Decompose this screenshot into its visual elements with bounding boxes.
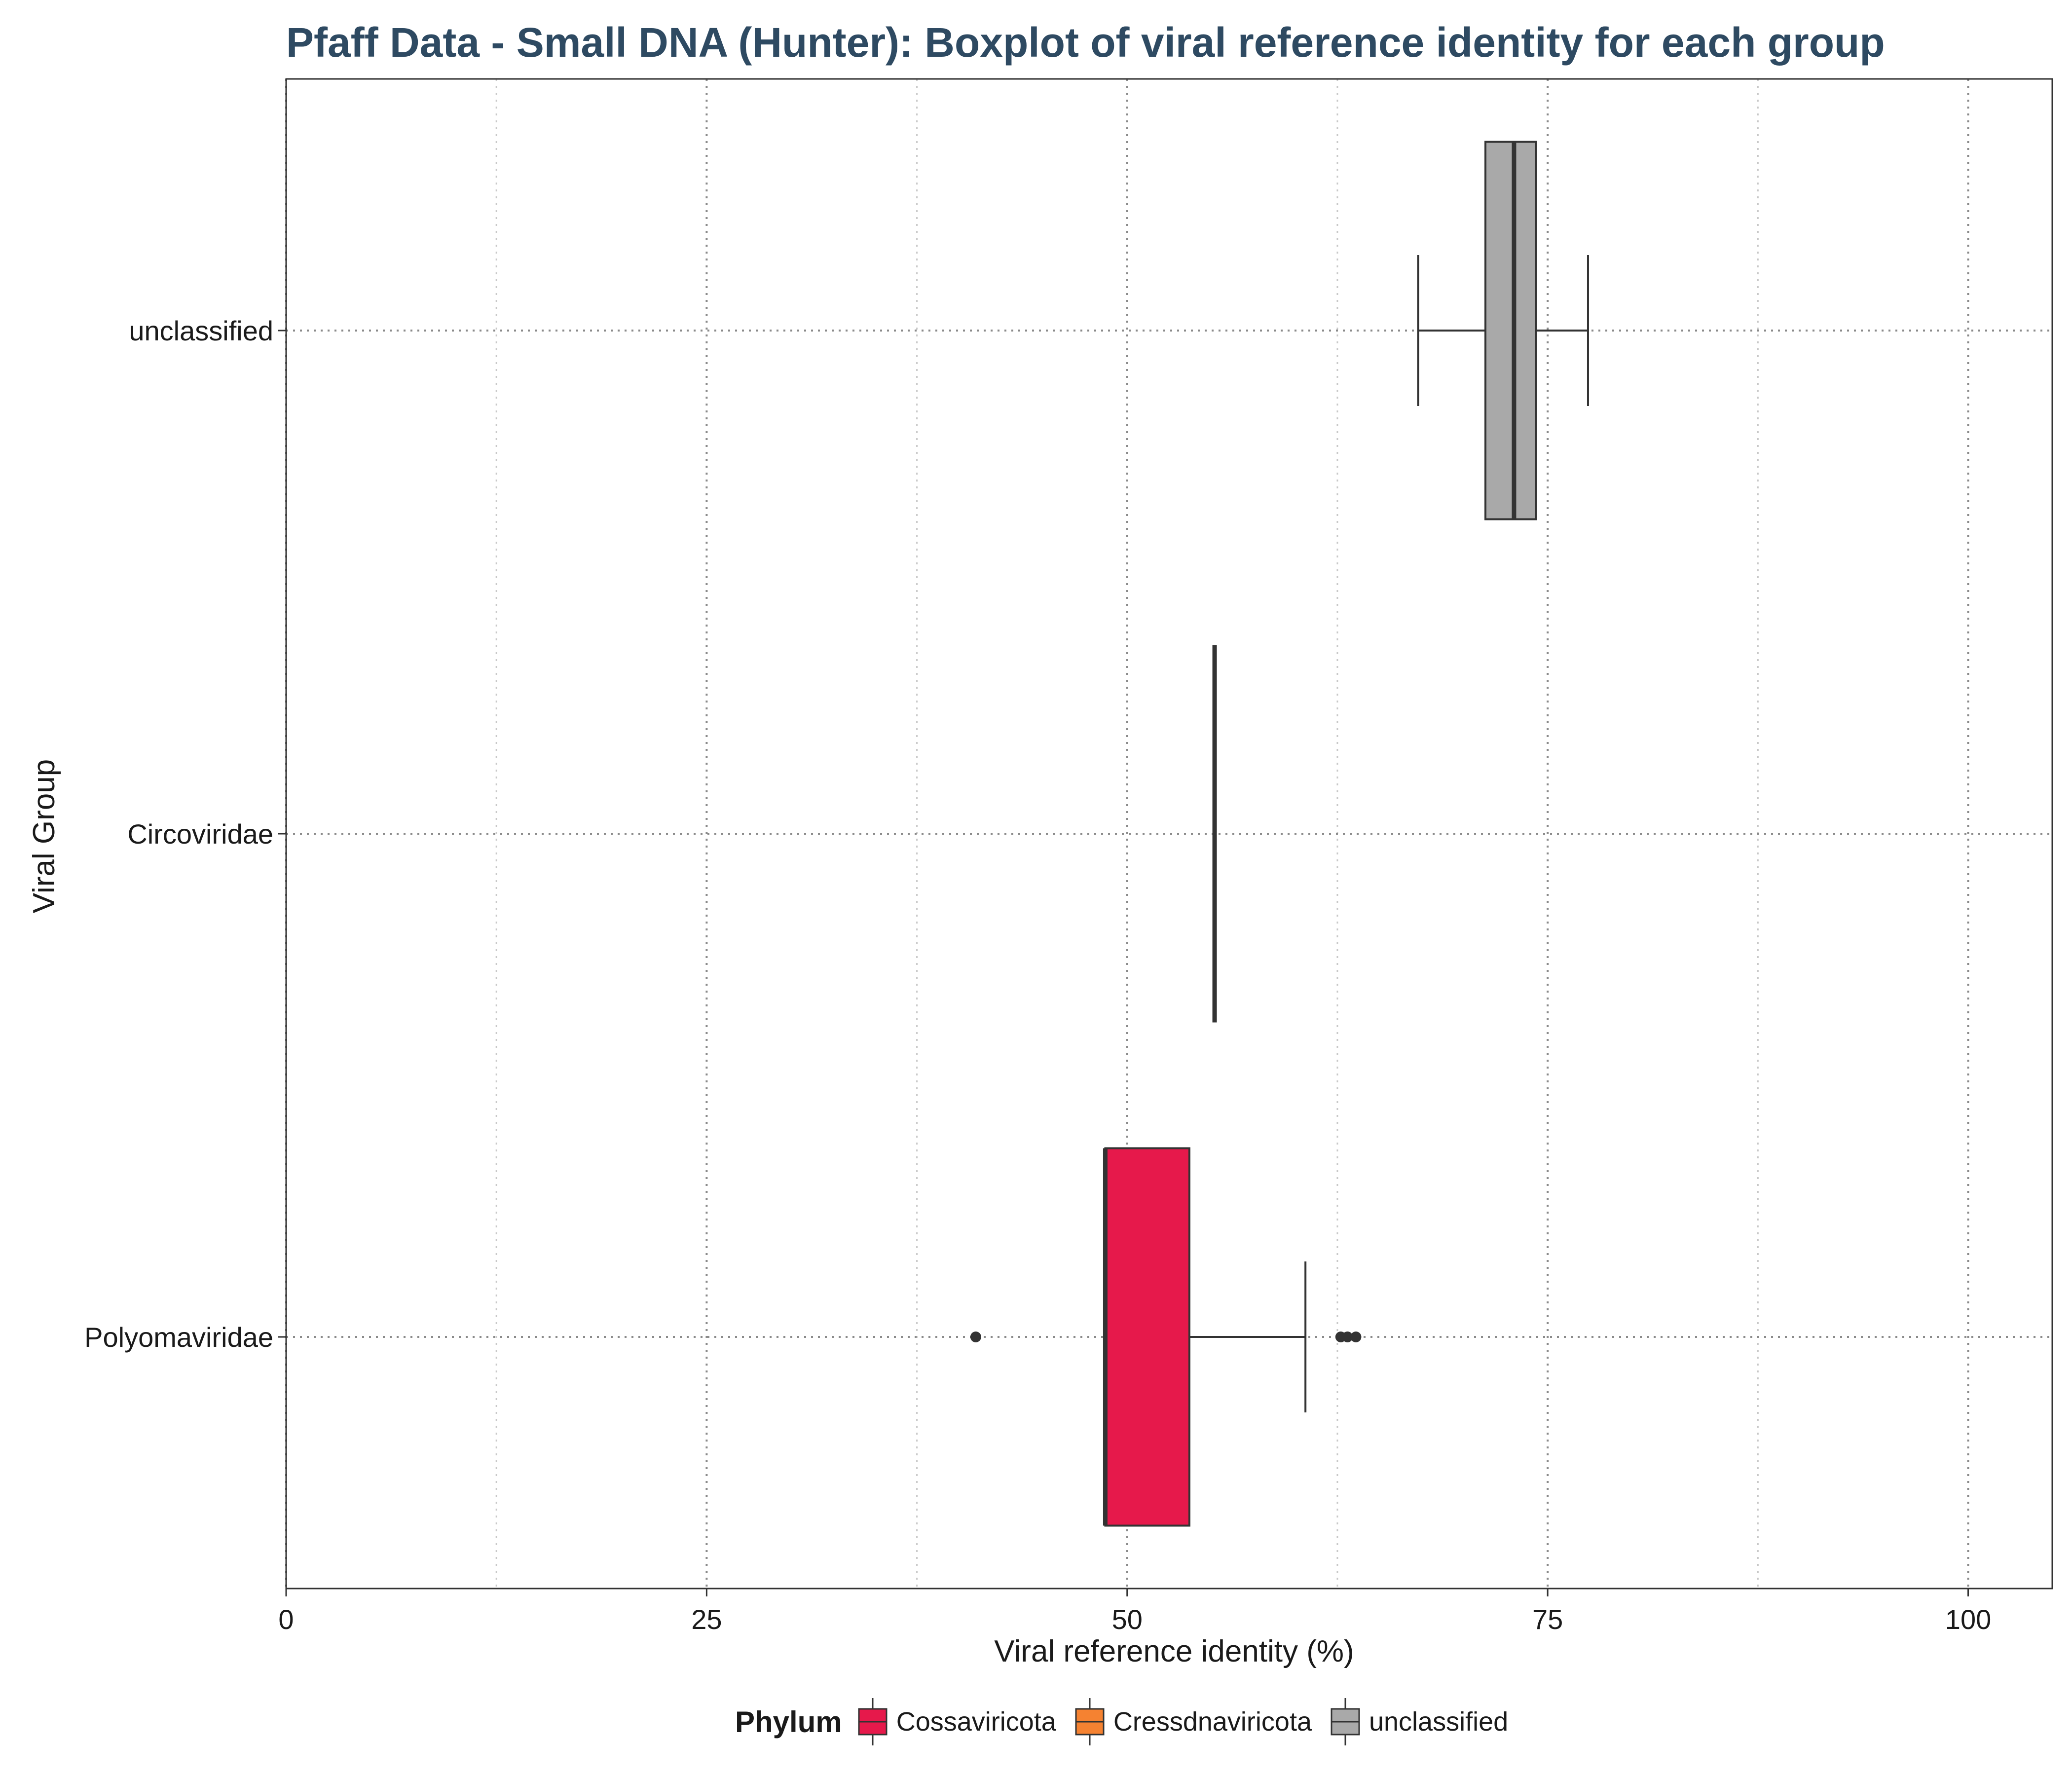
legend-swatch (1331, 1698, 1360, 1745)
legend-key-cossaviricota (857, 1697, 888, 1746)
box-polyomaviridae (970, 1147, 1362, 1527)
axis-layer: 0 25 50 75 100 unclassified Circoviridae Polyom… (84, 78, 2053, 1635)
x-tick-label: 75 (1532, 1604, 1563, 1635)
legend-swatch (1075, 1698, 1105, 1745)
legend-label-unclassified: unclassified (1369, 1707, 1509, 1737)
chart-title: Pfaff Data - Small DNA (Hunter): Boxplot… (286, 19, 1885, 66)
legend-item-cossaviricota: Cossaviricota (857, 1697, 1056, 1746)
outlier-point-polyomaviridae (970, 1332, 981, 1342)
x-axis-title: Viral reference identity (%) (994, 1634, 1354, 1668)
box-body-unclassified (1484, 141, 1537, 520)
x-tick-label: 50 (1112, 1604, 1143, 1635)
legend-title: Phylum (735, 1705, 842, 1739)
y-tick-label: Circoviridae (127, 818, 273, 850)
box-unclassified (1417, 141, 1589, 520)
y-tick-label: unclassified (129, 315, 273, 346)
box-body-polyomaviridae (1104, 1147, 1190, 1527)
legend-label-cossaviricota: Cossaviricota (896, 1707, 1056, 1737)
legend-key-cressdnaviricota (1074, 1697, 1106, 1746)
x-tick-label: 100 (1945, 1604, 1991, 1635)
legend: Phylum Cossaviricota Cressdnaviricota un… (735, 1697, 1526, 1746)
outlier-point-polyomaviridae (1350, 1332, 1362, 1342)
legend-item-cressdnaviricota: Cressdnaviricota (1074, 1697, 1312, 1746)
legend-label-cressdnaviricota: Cressdnaviricota (1113, 1707, 1312, 1737)
y-axis-title: Viral Group (27, 759, 61, 913)
legend-item-unclassified: unclassified (1330, 1697, 1508, 1746)
box-layer (970, 141, 1589, 1527)
x-tick-label: 0 (278, 1604, 294, 1635)
legend-swatch (858, 1698, 888, 1745)
x-tick-label: 25 (691, 1604, 722, 1635)
y-tick-label: Polyomaviridae (84, 1322, 273, 1353)
legend-key-unclassified (1330, 1697, 1361, 1746)
outlier-point-polyomaviridae (1342, 1332, 1353, 1342)
